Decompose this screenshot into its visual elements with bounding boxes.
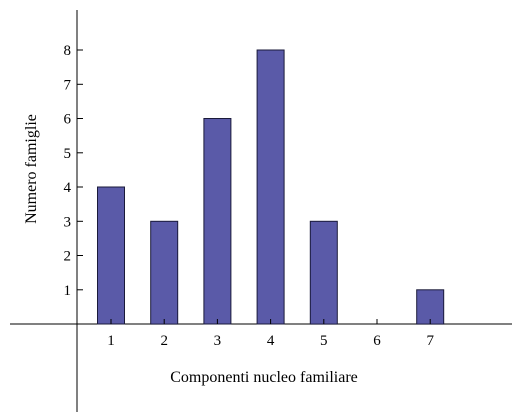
x-axis-title: Componenti nucleo familiare bbox=[170, 369, 358, 386]
y-tick-label: 4 bbox=[64, 180, 72, 196]
y-tick-label: 7 bbox=[64, 77, 72, 93]
y-axis-title: Numero famiglie bbox=[23, 114, 40, 224]
x-tick-label: 6 bbox=[373, 333, 381, 349]
bar-7 bbox=[416, 289, 445, 325]
bar-3 bbox=[203, 118, 232, 325]
y-tick-label: 8 bbox=[64, 43, 72, 59]
y-ticks-group: 1 2 3 4 5 6 7 8 bbox=[64, 43, 83, 299]
bar-2 bbox=[150, 220, 179, 325]
y-tick-label: 5 bbox=[64, 146, 72, 162]
bars-group bbox=[97, 49, 445, 325]
y-tick-label: 2 bbox=[64, 249, 72, 265]
x-tick-label: 4 bbox=[267, 333, 275, 349]
bar-1 bbox=[97, 186, 125, 325]
x-tick-label: 7 bbox=[426, 333, 434, 349]
y-tick-label: 1 bbox=[64, 283, 72, 299]
y-tick-label: 6 bbox=[64, 112, 72, 128]
x-ticks-group: 1 2 3 4 5 6 7 bbox=[107, 319, 434, 349]
x-tick-label: 5 bbox=[320, 333, 328, 349]
bar-4 bbox=[256, 49, 285, 325]
bar-5 bbox=[309, 220, 338, 325]
y-tick-label: 3 bbox=[64, 214, 72, 230]
x-tick-label: 1 bbox=[107, 333, 115, 349]
x-tick-label: 2 bbox=[160, 333, 168, 349]
x-tick-label: 3 bbox=[214, 333, 222, 349]
